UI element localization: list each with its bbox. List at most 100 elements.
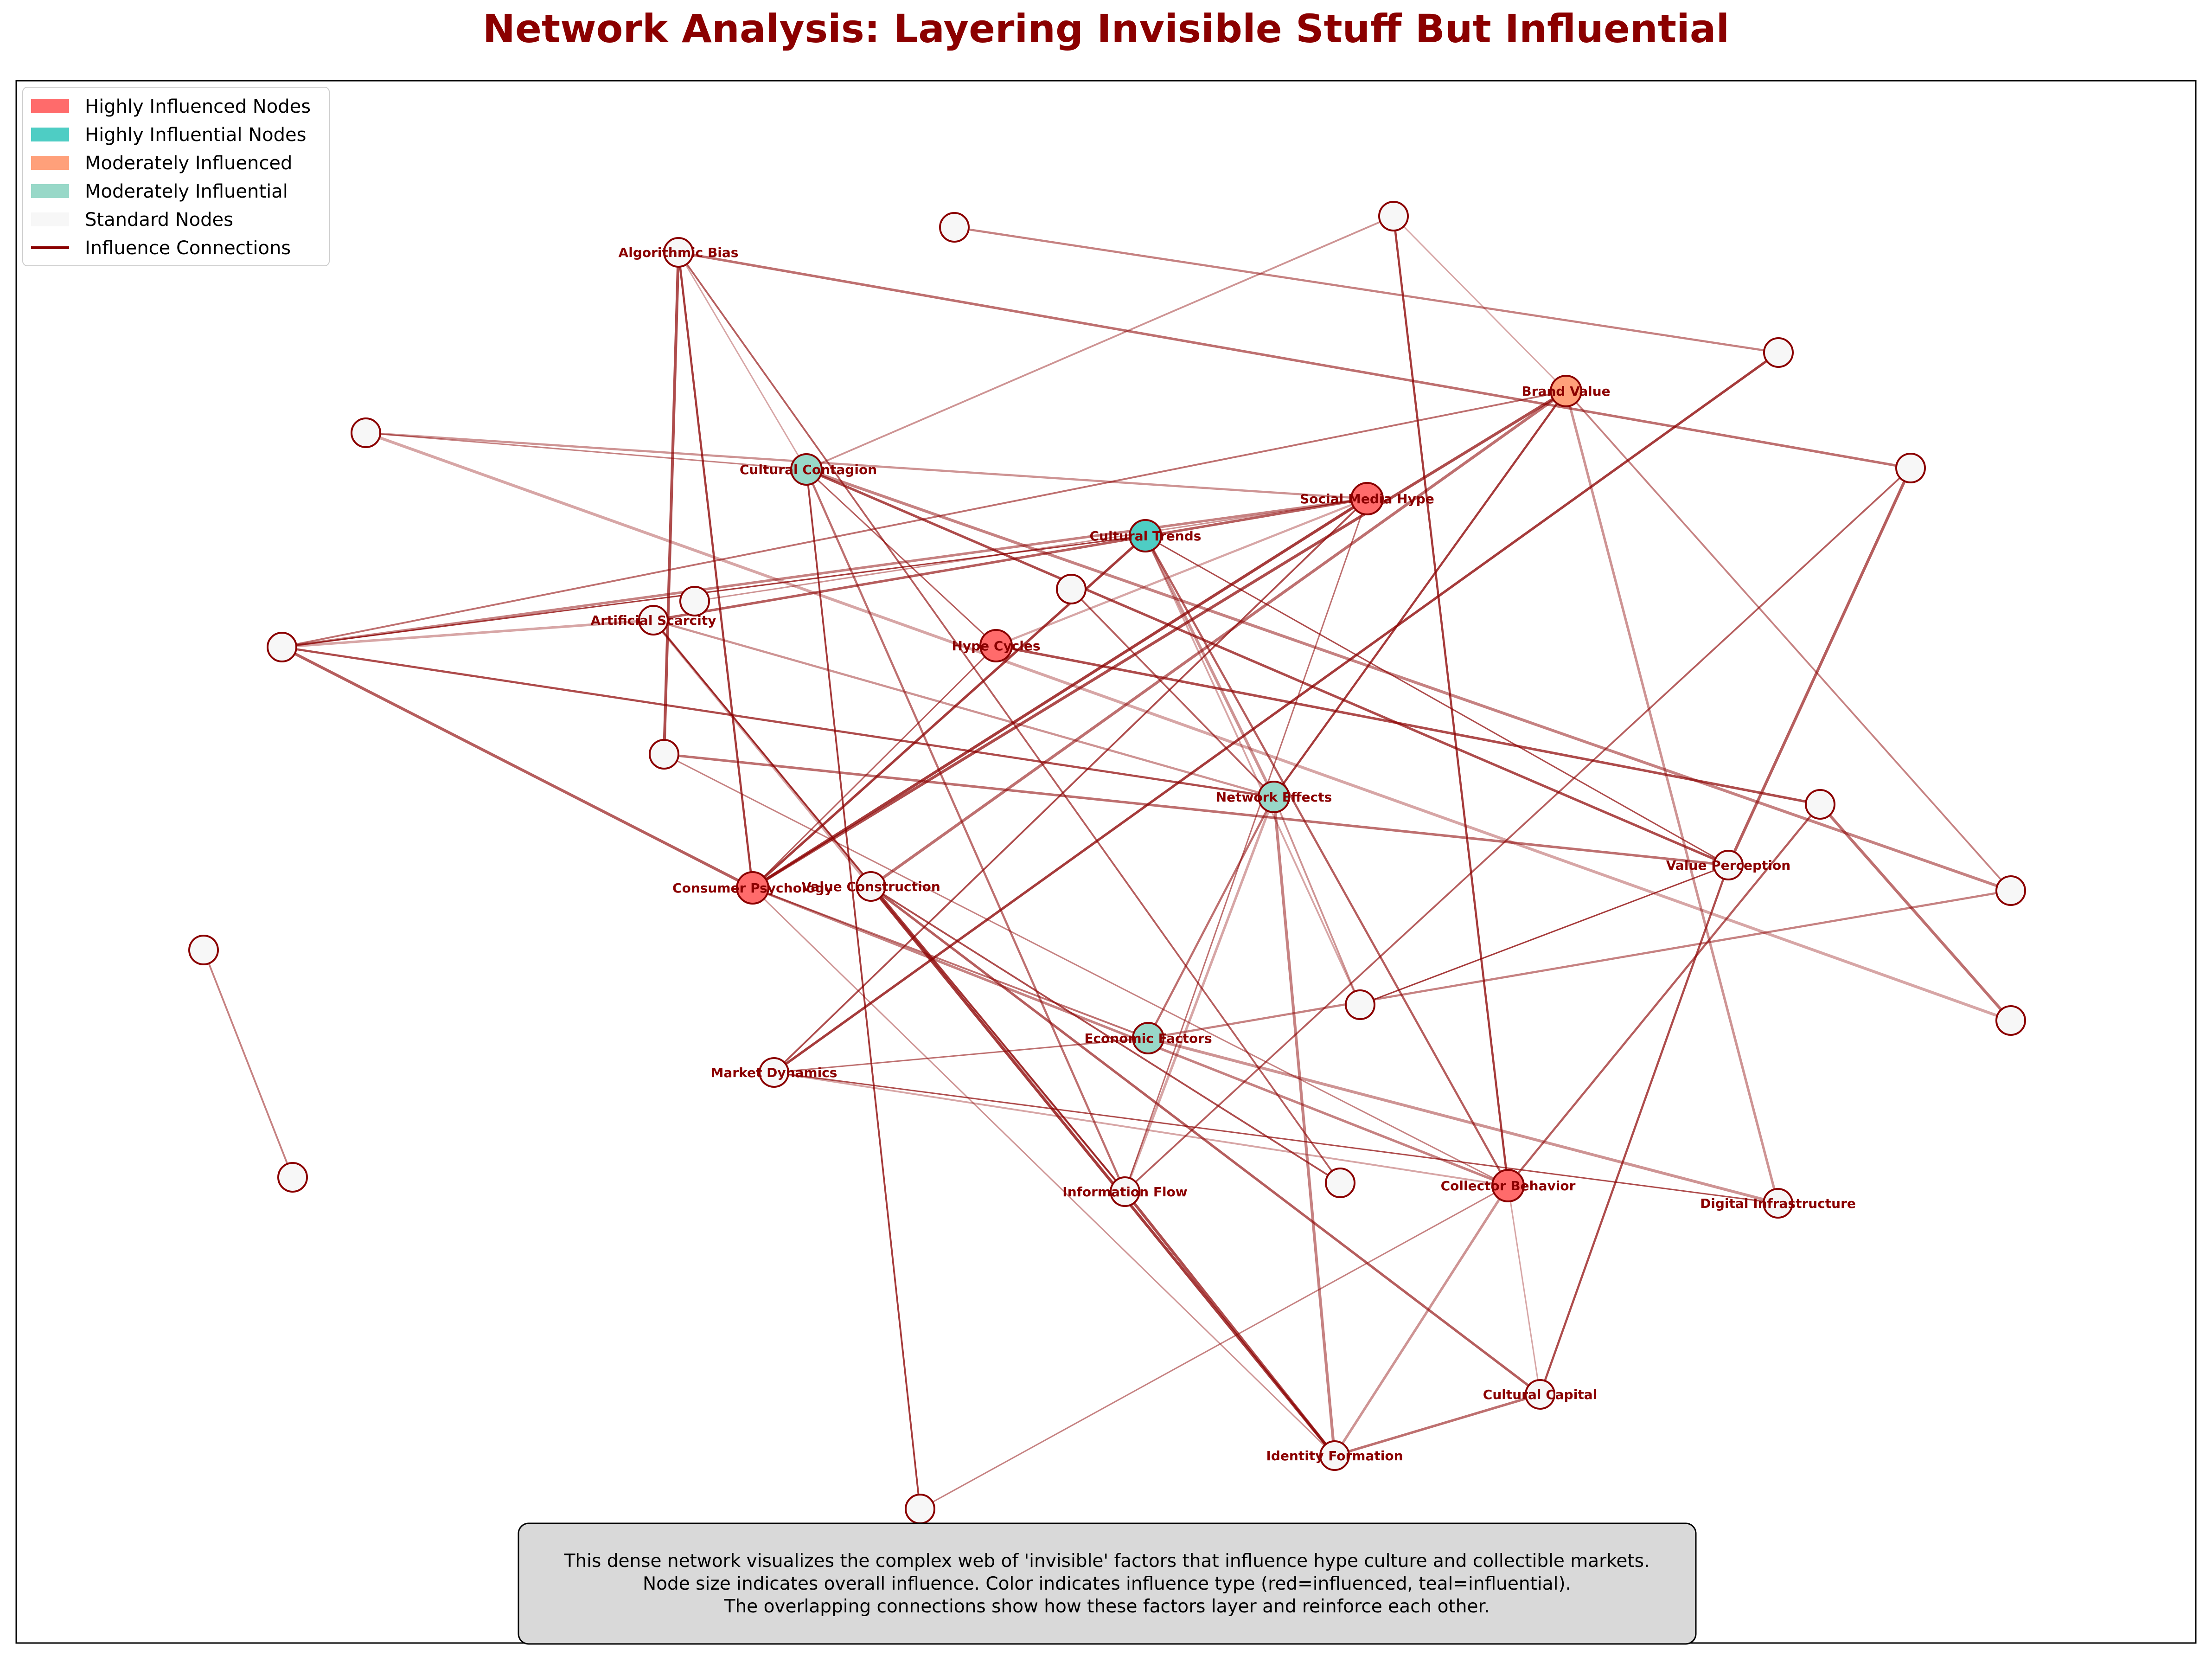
edge-contagion-u14 <box>806 215 1394 470</box>
edge-consumer-identity <box>752 887 1336 1457</box>
node-u3[interactable] <box>649 739 679 770</box>
node-econ[interactable] <box>1132 1022 1164 1054</box>
node-brand[interactable] <box>1550 375 1582 407</box>
node-label-econ: Economic Factors <box>1084 1031 1212 1046</box>
edge-consumer-collector <box>752 886 1509 1187</box>
edge-consumer-econ <box>752 887 1149 1039</box>
node-market[interactable] <box>759 1057 789 1088</box>
edge-algo-u12 <box>678 251 1911 469</box>
node-label-hype: Hype Cycles <box>952 638 1040 654</box>
node-info[interactable] <box>1110 1176 1140 1207</box>
edge-social-scarcity <box>653 497 1368 622</box>
edge-valperc-u5 <box>1360 864 1729 1006</box>
edge-social-consumer <box>752 497 1368 889</box>
caption-line-3: The overlapping connections show how the… <box>724 1596 1490 1617</box>
node-label-brand: Brand Value <box>1522 384 1610 399</box>
node-identity[interactable] <box>1319 1440 1350 1471</box>
node-u13[interactable] <box>1763 337 1794 368</box>
legend-label-5: Influence Connections <box>85 237 291 259</box>
legend-frame <box>22 87 330 266</box>
node-u1[interactable] <box>351 417 381 448</box>
node-u4[interactable] <box>939 212 970 243</box>
label-layer: Algorithmic Bias Brand Value Cultural Cont… <box>591 245 1856 1463</box>
node-u10[interactable] <box>1995 875 2026 906</box>
node-social[interactable] <box>1350 482 1384 515</box>
node-digital[interactable] <box>1763 1188 1793 1219</box>
node-capital[interactable] <box>1525 1379 1555 1410</box>
edge-identity-capital <box>1334 1393 1541 1457</box>
edge-brand-neteff <box>1273 390 1567 798</box>
node-label-valcon: Value Construction <box>801 879 940 894</box>
edge-trends-valperc <box>1145 535 1729 866</box>
edge-u9-collector <box>1507 803 1821 1187</box>
edge-valcon-capital <box>870 885 1541 1396</box>
edge-algo-u3 <box>662 252 680 755</box>
edge-scarcity-info <box>652 619 1126 1193</box>
node-u8[interactable] <box>277 1162 308 1193</box>
legend-swatch-4 <box>31 212 69 226</box>
edge-u1-social <box>365 431 1368 500</box>
edge-contagion-u10 <box>806 468 2012 892</box>
node-u17[interactable] <box>1056 574 1087 604</box>
node-u7[interactable] <box>188 935 219 965</box>
node-valcon[interactable] <box>856 871 886 902</box>
node-consumer[interactable] <box>736 871 769 905</box>
chart-title: Network Analysis: Layering Invisible Stu… <box>483 6 1730 51</box>
edge-u2-social <box>281 497 1368 648</box>
edge-econ-u10 <box>1148 889 2011 1040</box>
edge-contagion-valperc <box>806 468 1729 867</box>
edge-u1-contagion <box>365 432 807 470</box>
node-label-collector: Collector Behavior <box>1441 1178 1576 1194</box>
node-u16[interactable] <box>679 586 710 616</box>
edge-algo-consumer <box>677 252 754 888</box>
edge-algo-contagion <box>678 252 807 470</box>
edge-u2-scarcity <box>281 619 654 648</box>
edge-contagion-hype <box>806 469 997 647</box>
edge-trends-neteff <box>1144 535 1275 798</box>
edge-brand-digital <box>1565 391 1779 1204</box>
edge-scarcity-neteff <box>653 619 1274 798</box>
node-collector[interactable] <box>1491 1169 1525 1202</box>
edge-u3-valperc <box>664 753 1729 867</box>
edge-u2-trends <box>281 535 1146 648</box>
node-contagion[interactable] <box>790 453 823 486</box>
node-label-market: Market Dynamics <box>711 1065 837 1080</box>
caption-line-2: Node size indicates overall influence. C… <box>643 1573 1571 1594</box>
node-neteff[interactable] <box>1258 781 1290 813</box>
node-u15[interactable] <box>905 1494 935 1524</box>
node-hype[interactable] <box>979 629 1013 662</box>
edge-info-u12 <box>1124 467 1912 1193</box>
edge-u9-u11 <box>1819 803 2012 1022</box>
edge-info-identity <box>1124 1191 1336 1457</box>
edge-trends-u5 <box>1144 535 1361 1005</box>
node-label-contagion: Cultural Contagion <box>740 462 877 477</box>
edge-social-hype <box>996 497 1368 647</box>
node-scarcity[interactable] <box>638 605 669 635</box>
node-u12[interactable] <box>1895 453 1926 483</box>
node-valperc[interactable] <box>1713 850 1744 880</box>
node-u11[interactable] <box>1995 1005 2026 1036</box>
node-u9[interactable] <box>1805 789 1835 820</box>
node-label-neteff: Network Effects <box>1216 789 1332 805</box>
edge-u7-u8 <box>203 950 294 1178</box>
node-u5[interactable] <box>1345 989 1375 1020</box>
edge-u2-brand <box>281 390 1566 648</box>
node-label-valperc: Value Perception <box>1666 858 1790 873</box>
edge-neteff-identity <box>1272 796 1336 1456</box>
legend-label-3: Moderately Influential <box>85 181 288 202</box>
edge-brand-consumer <box>752 390 1567 889</box>
node-u14[interactable] <box>1378 201 1409 231</box>
node-label-trends: Cultural Trends <box>1090 528 1202 544</box>
edge-valcon-u6 <box>870 886 1341 1184</box>
node-algo[interactable] <box>663 237 694 268</box>
edge-market-digital <box>774 1072 1778 1204</box>
edge-collector-capital <box>1507 1185 1541 1395</box>
edge-u15-collector <box>920 1185 1509 1510</box>
edge-layer <box>203 215 2012 1510</box>
node-u2[interactable] <box>267 632 297 662</box>
caption-box: This dense network visualizes the comple… <box>518 1522 1697 1645</box>
node-u6[interactable] <box>1325 1168 1355 1198</box>
edge-social-market <box>773 498 1368 1073</box>
node-trends[interactable] <box>1129 519 1162 552</box>
